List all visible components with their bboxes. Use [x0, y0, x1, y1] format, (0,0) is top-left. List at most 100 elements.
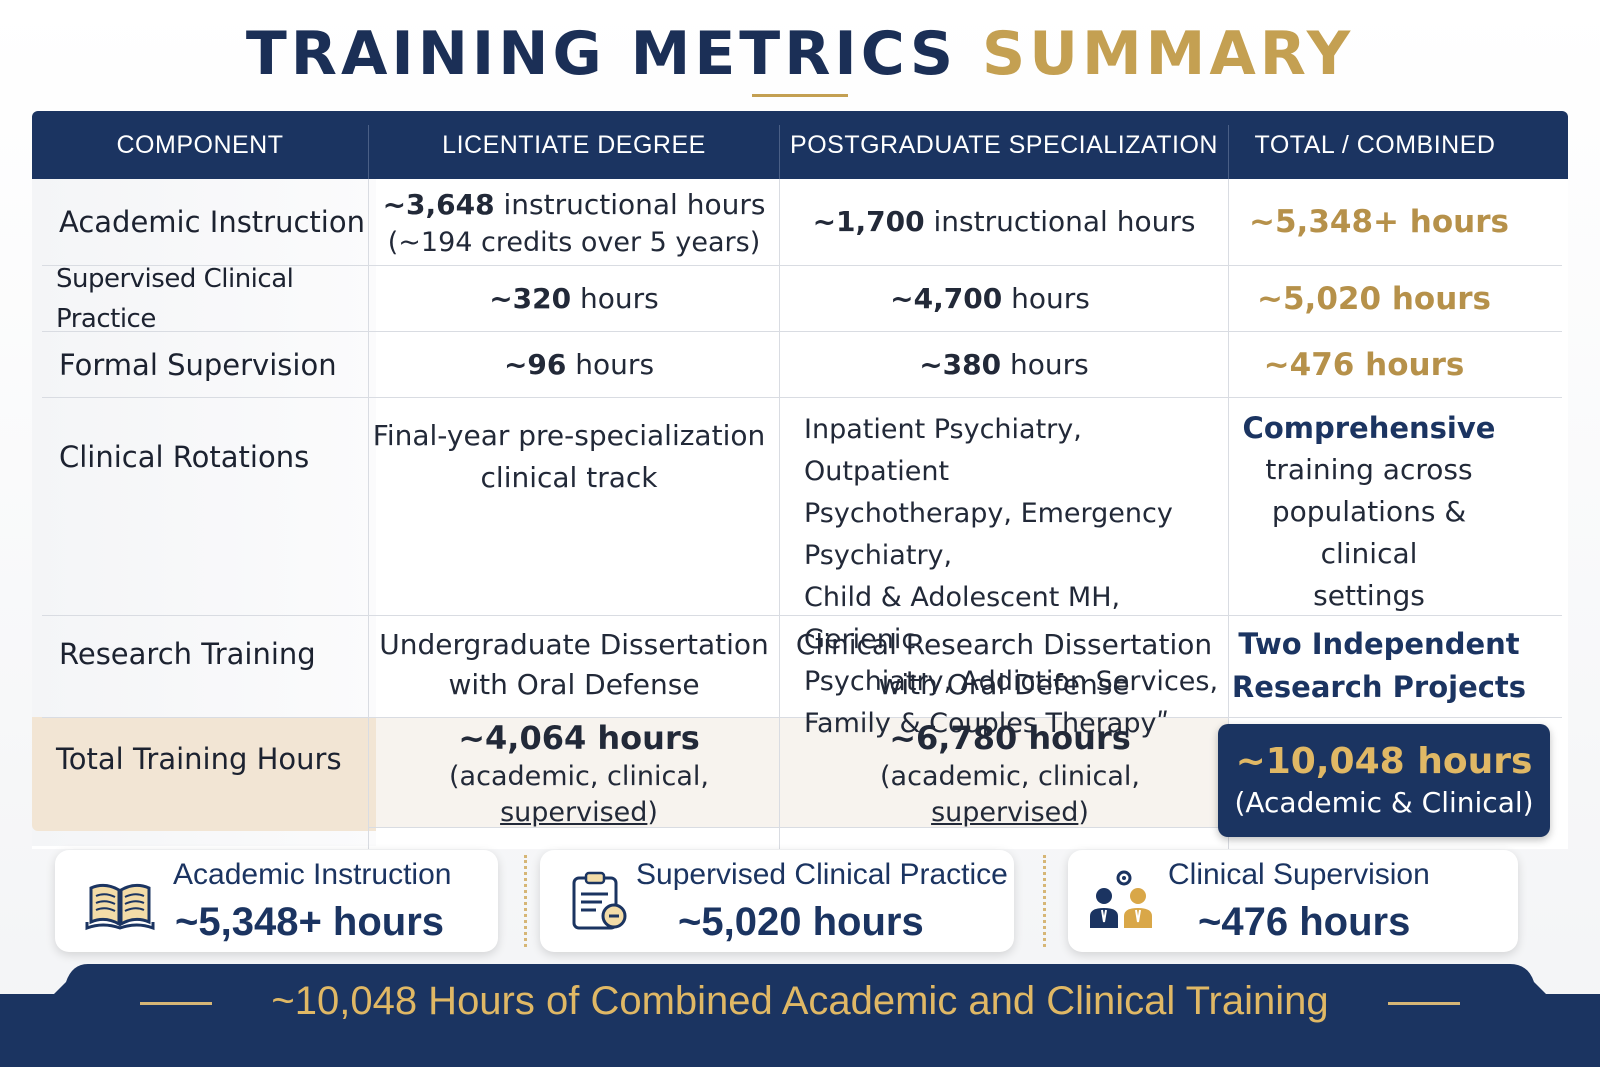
total-rotations-line: settings: [1313, 579, 1425, 612]
note-suffix: ): [647, 797, 658, 828]
cell-postgrad-academic: ~1,700 instructional hours: [780, 179, 1228, 265]
header-component: COMPONENT: [116, 130, 284, 159]
title-underline: [752, 94, 848, 97]
title-part-2: SUMMARY: [982, 19, 1355, 89]
total-rotations-line: populations & clinical: [1271, 495, 1467, 570]
title-part-1: TRAINING METRICS: [245, 19, 958, 89]
row-label-clinical-rotations: Clinical Rotations: [59, 440, 310, 474]
table-header: COMPONENT LICENTIATE DEGREE POSTGRADUATE…: [32, 111, 1568, 179]
cell-postgrad-rotations: Inpatient Psychiatry, Outpatient Psychot…: [780, 401, 1228, 739]
page-title: TRAINING METRICS SUMMARY: [0, 18, 1600, 90]
rotation-line: Psychotherapy, Emergency Psychiatry,: [804, 498, 1173, 571]
licentiate-academic-hours: ~3,648 instructional hours: [383, 185, 766, 225]
header-divider: [779, 125, 780, 179]
row-label-academic-instruction: Academic Instruction: [59, 205, 365, 239]
card-value: ~5,348+ hours: [175, 900, 445, 944]
note-underlined: supervised: [931, 797, 1079, 828]
note-suffix: ): [1078, 797, 1089, 828]
card-value: ~5,020 hours: [678, 900, 924, 944]
total-label-background: [32, 717, 376, 831]
column-divider: [368, 179, 369, 849]
combined-total-note: (Academic & Clinical): [1234, 785, 1534, 819]
supervision-people-icon: [1090, 870, 1152, 928]
summary-card-supervision: Clinical Supervision ~476 hours: [1068, 850, 1518, 952]
rotation-line: Psychiatry, Addiction Services,: [804, 666, 1219, 697]
header-postgraduate: POSTGRADUATE SPECIALIZATION: [790, 130, 1218, 159]
postgrad-academic-value: ~1,700: [812, 205, 925, 238]
row-divider: [42, 717, 1562, 718]
row-label-research-training: Research Training: [59, 637, 316, 671]
card-separator: [1043, 855, 1046, 947]
note-underlined: supervised: [500, 797, 648, 828]
open-book-icon: [85, 883, 155, 931]
cell-licentiate-research: Undergraduate Dissertation with Oral Def…: [369, 623, 779, 707]
total-rotations-line: training across: [1265, 453, 1473, 486]
cell-postgrad-supervision: ~380 hours: [780, 332, 1228, 397]
summary-card-academic: Academic Instruction ~5,348+ hours: [55, 850, 498, 952]
rotation-line: Inpatient Psychiatry, Outpatient: [804, 414, 1082, 487]
row-label-supervised-clinical-practice: Supervised Clinical Practice: [56, 264, 294, 334]
licentiate-rotations-line: clinical track: [480, 461, 658, 494]
postgrad-research-line: Clinical Research Dissertation: [795, 628, 1213, 661]
note-prefix: (academic, clinical,: [449, 761, 709, 792]
cell-licentiate-supervision: ~96 hours: [369, 332, 789, 397]
licentiate-supervision-unit: hours: [566, 347, 655, 381]
cell-total-clinical-practice: ~5,020 hours: [1257, 281, 1491, 317]
card-title: Academic Instruction: [173, 858, 452, 891]
licentiate-clinical-unit: hours: [571, 282, 659, 315]
postgrad-clinical-value: ~4,700: [890, 282, 1003, 315]
cell-total-supervision: ~476 hours: [1263, 346, 1465, 383]
postgrad-total-note: (academic, clinical, supervised): [810, 759, 1210, 831]
row-divider: [42, 615, 1562, 616]
postgrad-total-value: ~6,780 hours: [889, 719, 1131, 757]
licentiate-academic-credits: (~194 credits over 5 years): [387, 227, 761, 258]
postgrad-clinical-unit: hours: [1002, 282, 1090, 315]
total-row-background: [376, 717, 1228, 827]
cell-licentiate-academic: ~3,648 instructional hours (~194 credits…: [369, 183, 779, 263]
bottom-banner: [0, 964, 1600, 1067]
postgrad-research-line: with Oral Defense: [878, 668, 1130, 701]
header-licentiate: LICENTIATE DEGREE: [442, 130, 706, 159]
rotation-line: Child & Adolescent MH, Gerienic: [804, 582, 1121, 655]
banner-rule-left: [140, 1002, 212, 1005]
row-label-total-training-hours: Total Training Hours: [56, 742, 342, 776]
cell-total-rotations: Comprehensive training across population…: [1229, 407, 1509, 612]
banner-text: ~10,048 Hours of Combined Academic and C…: [271, 979, 1329, 1023]
licentiate-total-note: (academic, clinical, supervised): [369, 759, 789, 831]
header-divider: [1228, 125, 1229, 179]
licentiate-academic-unit: instructional hours: [494, 188, 766, 221]
licentiate-rotations-line: Final-year pre-specialization: [372, 419, 766, 452]
card-title: Supervised Clinical Practice: [636, 858, 1008, 891]
total-research-line: Research Projects: [1231, 670, 1527, 704]
postgrad-supervision-value: ~380: [919, 347, 1002, 381]
summary-card-clinical-practice: Supervised Clinical Practice ~5,020 hour…: [540, 850, 1014, 952]
postgrad-academic-unit: instructional hours: [924, 205, 1196, 238]
cell-licentiate-clinical-practice: ~320 hours: [369, 267, 779, 331]
cell-postgrad-clinical-practice: ~4,700 hours: [780, 267, 1200, 331]
cell-postgrad-total: ~6,780 hours (academic, clinical, superv…: [810, 719, 1210, 828]
total-rotations-heading: Comprehensive: [1242, 411, 1496, 445]
column-divider: [1228, 179, 1229, 849]
cell-licentiate-total: ~4,064 hours (academic, clinical, superv…: [369, 719, 789, 828]
row-divider: [42, 265, 1562, 266]
header-total: TOTAL / COMBINED: [1254, 130, 1496, 159]
licentiate-academic-value: ~3,648: [382, 188, 495, 221]
card-title: Clinical Supervision: [1168, 858, 1430, 891]
licentiate-research-line: Undergraduate Dissertation: [379, 628, 769, 661]
card-separator: [524, 855, 527, 947]
licentiate-supervision-value: ~96: [503, 347, 567, 381]
header-divider: [368, 125, 369, 179]
combined-total-value: ~10,048 hours: [1235, 740, 1533, 782]
rotation-line: Family & Couples Therapyʺ: [804, 708, 1169, 739]
cell-total-research: Two Independent Research Projects: [1229, 623, 1529, 709]
cell-postgrad-research: Clinical Research Dissertation with Oral…: [780, 623, 1228, 707]
cell-licentiate-rotations: Final-year pre-specialization clinical t…: [369, 415, 769, 499]
postgrad-supervision-unit: hours: [1001, 347, 1089, 381]
row-divider: [42, 397, 1562, 398]
licentiate-clinical-value: ~320: [489, 282, 572, 315]
card-value: ~476 hours: [1198, 900, 1411, 944]
row-divider: [368, 827, 1228, 828]
note-prefix: (academic, clinical,: [880, 761, 1140, 792]
row-label-formal-supervision: Formal Supervision: [59, 347, 337, 382]
licentiate-total-value: ~4,064 hours: [458, 719, 700, 757]
